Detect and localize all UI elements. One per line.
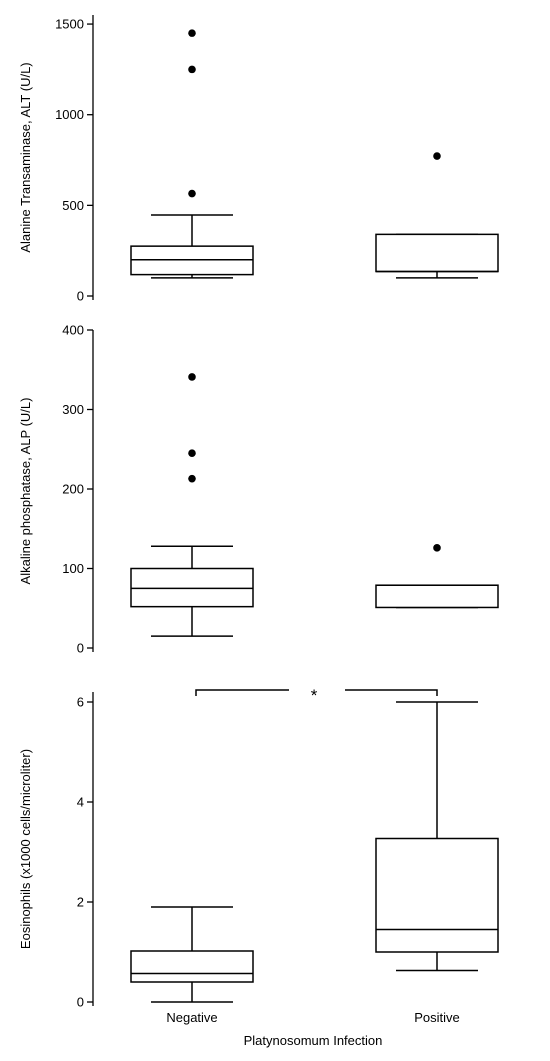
box-negative [130,29,254,279]
y-tick-label: 200 [62,482,84,497]
box-positive [375,701,499,972]
y-tick-label: 100 [62,561,84,576]
outlier-point [188,474,196,483]
significance-label: * [311,686,318,705]
outlier-point [188,373,196,381]
y-tick-label: 4 [77,795,84,810]
bracket-left [195,689,289,696]
y-axis-title: Alanine Transaminase, ALT (U/L) [18,62,33,252]
y-tick-label: 6 [77,695,84,710]
chart-panel-3: 0 2 4 6 Eosinophils (x1000 cells/microliter)… [18,686,499,1010]
box-iqr [375,584,499,609]
outlier-point [433,544,441,552]
y-tick-label: 400 [62,323,84,338]
x-tick-label-positive: Positive [414,1010,460,1025]
x-tick-label-negative: Negative [166,1010,217,1025]
bracket-right [345,689,438,696]
box-iqr [130,950,254,983]
outlier-point [188,189,196,198]
y-tick-label: 0 [77,641,84,656]
outlier-point [188,29,196,37]
y-tick-label: 300 [62,402,84,417]
box-negative [130,906,254,1003]
y-axis-title: Alkaline phosphatase, ALP (U/L) [18,398,33,585]
box-iqr [375,837,499,953]
y-tick-label: 500 [62,198,84,213]
box-positive [375,152,499,279]
box-negative [130,373,254,637]
outlier-point [188,449,196,458]
box-iqr [130,567,254,608]
chart-panel-2: 0 100 200 300 400 Alkaline phosphatase, ALP (… [18,323,499,656]
y-tick-label: 0 [77,289,84,304]
y-axis-title: Eosinophils (x1000 cells/microliter) [18,749,33,949]
y-tick-label: 2 [77,895,84,910]
outlier-point [433,152,441,160]
chart-panel-1: 0 500 1000 1500 Alanine Transaminase, ALT (U… [18,15,499,304]
x-axis-title: Platynosomum Infection [244,1033,383,1048]
y-tick-label: 1500 [55,17,84,32]
outlier-point [188,65,196,74]
box-positive [375,544,499,609]
y-tick-label: 0 [77,995,84,1010]
significance-bracket: * [195,686,438,705]
box-iqr [375,233,499,273]
y-tick-label: 1000 [55,107,84,122]
x-axis-labels: Negative Positive Platynosomum Infection [166,1010,459,1048]
